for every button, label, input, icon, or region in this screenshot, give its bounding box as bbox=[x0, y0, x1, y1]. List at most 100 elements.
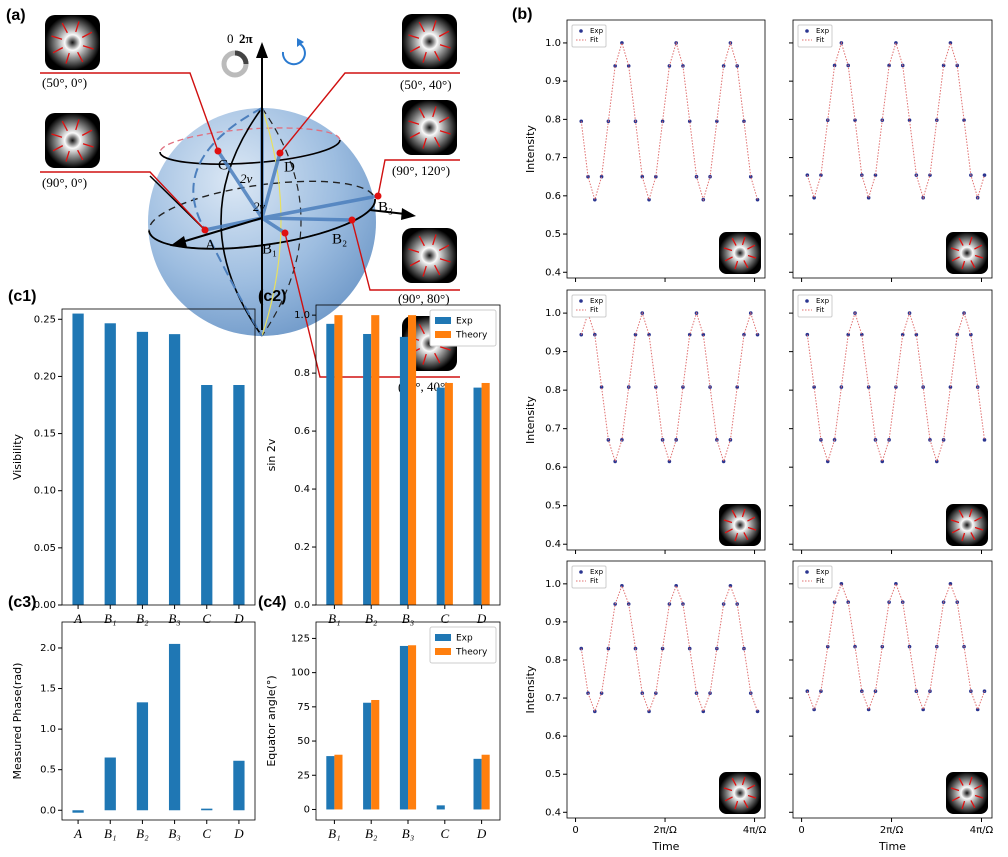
data-point bbox=[593, 197, 597, 202]
beam-arrow bbox=[422, 353, 427, 365]
beam-inset bbox=[402, 14, 457, 69]
point-label: A bbox=[205, 237, 216, 253]
x-tick-label: B₂ bbox=[136, 611, 149, 626]
data-point bbox=[894, 582, 898, 586]
beam-arrow bbox=[958, 509, 964, 518]
beam-arrow bbox=[747, 244, 756, 250]
bar bbox=[399, 336, 408, 605]
data-point bbox=[654, 385, 658, 389]
beam-arrow bbox=[747, 794, 757, 799]
bar bbox=[201, 385, 213, 605]
beam-arrow bbox=[734, 260, 739, 270]
y-tick-label: 0.0 bbox=[294, 600, 310, 611]
beam-arrow bbox=[731, 509, 737, 518]
data-point bbox=[647, 332, 651, 337]
data-point bbox=[894, 41, 898, 45]
data-point bbox=[853, 118, 857, 122]
y-axis-label: Equator angle(°) bbox=[265, 675, 278, 766]
phase-label: 2π bbox=[239, 31, 253, 46]
bar bbox=[444, 382, 453, 605]
fit-line bbox=[806, 582, 985, 711]
beam-arrow bbox=[439, 130, 451, 135]
beam-arrow bbox=[958, 777, 964, 786]
beam-arrow bbox=[61, 120, 68, 132]
beam-arrow bbox=[75, 21, 80, 33]
beam-arrow bbox=[51, 35, 63, 40]
y-tick-label: 0.7 bbox=[545, 153, 561, 164]
beam-arrow bbox=[61, 22, 68, 34]
data-point bbox=[579, 332, 584, 337]
meridian-yellow bbox=[261, 107, 282, 337]
y-axis-label: Intensity bbox=[524, 396, 537, 444]
beam-arrow bbox=[432, 20, 437, 32]
data-point bbox=[715, 119, 719, 124]
data-point bbox=[728, 583, 733, 588]
data-point bbox=[701, 332, 706, 337]
y-tick-label: 100 bbox=[291, 668, 310, 679]
y-tick-label: 25 bbox=[297, 770, 310, 781]
y-tick-label: 0.9 bbox=[545, 347, 561, 358]
beam-arrow bbox=[951, 256, 960, 262]
x-axis-label: Time bbox=[652, 840, 680, 853]
state-label: (90°, 0°) bbox=[42, 175, 87, 190]
x-axis-label: Time bbox=[878, 840, 906, 853]
data-point bbox=[860, 332, 864, 337]
legend-swatch bbox=[435, 331, 451, 338]
legend-label: Exp bbox=[456, 317, 473, 327]
y-tick-label: 0.4 bbox=[545, 267, 561, 278]
legend-marker bbox=[805, 29, 809, 33]
fit-line bbox=[580, 584, 759, 713]
data-point bbox=[846, 332, 851, 337]
y-tick-label: 0.25 bbox=[34, 314, 56, 325]
x-tick-label: A bbox=[73, 826, 82, 841]
data-point bbox=[667, 459, 672, 464]
bar bbox=[473, 758, 482, 810]
data-point bbox=[674, 583, 678, 588]
legend-marker bbox=[579, 29, 583, 33]
y-tick-label: 0.6 bbox=[545, 191, 561, 202]
bar bbox=[473, 387, 482, 605]
y-tick-label: 0.6 bbox=[545, 731, 561, 742]
bar bbox=[408, 315, 417, 605]
bar bbox=[136, 331, 149, 605]
data-point bbox=[620, 41, 624, 45]
bar bbox=[334, 315, 343, 605]
legend-swatch bbox=[435, 634, 451, 641]
angle-label: 2v bbox=[240, 171, 253, 186]
y-tick-label: 0.9 bbox=[545, 76, 561, 87]
data-point bbox=[579, 119, 584, 124]
plot-frame bbox=[792, 560, 993, 819]
data-point bbox=[599, 385, 604, 389]
beam-inset bbox=[946, 504, 988, 546]
legend: Exp Theory bbox=[429, 626, 497, 664]
beam-arrow bbox=[734, 800, 739, 810]
beam-frame bbox=[402, 100, 457, 155]
data-point bbox=[934, 459, 939, 464]
bar bbox=[104, 323, 116, 605]
beam-arrow bbox=[970, 800, 976, 809]
beam-arrow bbox=[968, 776, 973, 786]
x-tick-label: C bbox=[202, 826, 211, 841]
panel-label: (a) bbox=[6, 7, 26, 24]
legend-label: Exp bbox=[816, 27, 830, 35]
legend-label: Theory bbox=[455, 648, 488, 658]
bloch-sphere-diagram: (a) 0 2π bbox=[6, 7, 460, 394]
y-tick-label: 1.0 bbox=[294, 310, 310, 321]
x-tick-label: B₃ bbox=[168, 826, 180, 841]
beam-arrow bbox=[741, 236, 746, 246]
legend-label: Fit bbox=[816, 36, 824, 44]
y-axis-label: Intensity bbox=[524, 125, 537, 173]
beam-arrow bbox=[974, 526, 984, 531]
x-tick-label: D bbox=[233, 826, 244, 841]
data-point bbox=[928, 173, 932, 177]
legend-label: Exp bbox=[456, 634, 473, 644]
beam-arrow bbox=[974, 784, 983, 790]
y-tick-label: 1.0 bbox=[545, 308, 561, 319]
data-point bbox=[755, 709, 760, 714]
beam-arrow bbox=[731, 777, 737, 786]
beam-arrow bbox=[723, 247, 733, 252]
beam-frame bbox=[946, 504, 988, 546]
beam-arrow bbox=[950, 519, 960, 524]
equator-front bbox=[148, 198, 376, 250]
